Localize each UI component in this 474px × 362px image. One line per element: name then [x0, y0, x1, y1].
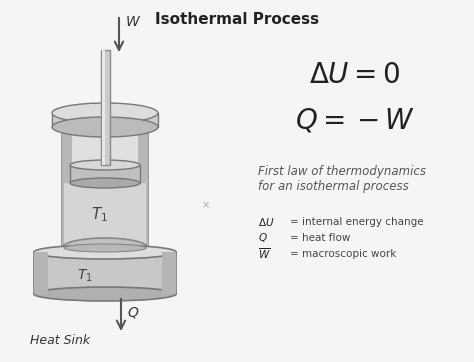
Text: $T_1$: $T_1$ — [91, 206, 109, 224]
Text: =: = — [290, 217, 298, 227]
Text: $\overline{W}$: $\overline{W}$ — [258, 247, 271, 261]
Text: internal energy change: internal energy change — [302, 217, 424, 227]
Text: $\Delta U = 0$: $\Delta U = 0$ — [310, 61, 401, 89]
Bar — [34, 252, 48, 294]
Bar — [52, 113, 158, 127]
Ellipse shape — [70, 160, 140, 170]
Text: macroscopic work: macroscopic work — [302, 249, 396, 259]
Text: First law of thermodynamics: First law of thermodynamics — [258, 165, 426, 178]
Ellipse shape — [34, 287, 176, 301]
Ellipse shape — [52, 103, 158, 123]
Ellipse shape — [62, 238, 148, 258]
Text: $\Delta U$: $\Delta U$ — [258, 216, 274, 228]
Text: $Q$: $Q$ — [258, 232, 268, 244]
Text: for an isothermal process: for an isothermal process — [258, 180, 409, 193]
Text: =: = — [290, 233, 298, 243]
Bar — [138, 120, 148, 248]
Bar — [101, 50, 110, 165]
Bar — [70, 165, 140, 183]
Text: $Q$: $Q$ — [127, 304, 139, 320]
Bar — [62, 120, 148, 248]
Bar — [62, 120, 72, 248]
Bar — [162, 252, 176, 294]
Ellipse shape — [64, 244, 146, 252]
Bar — [34, 252, 176, 294]
Text: heat flow: heat flow — [302, 233, 350, 243]
Text: Heat Sink: Heat Sink — [30, 333, 90, 346]
Text: =: = — [290, 249, 298, 259]
Ellipse shape — [34, 245, 176, 259]
Bar — [102, 50, 105, 165]
Text: $W$: $W$ — [125, 15, 141, 29]
Ellipse shape — [52, 117, 158, 137]
Ellipse shape — [70, 178, 140, 188]
Text: $T_1$: $T_1$ — [77, 268, 93, 284]
Text: $\times$: $\times$ — [201, 200, 210, 210]
Text: Isothermal Process: Isothermal Process — [155, 12, 319, 27]
Bar — [64, 183, 146, 248]
Text: $Q = -W$: $Q = -W$ — [295, 106, 415, 134]
